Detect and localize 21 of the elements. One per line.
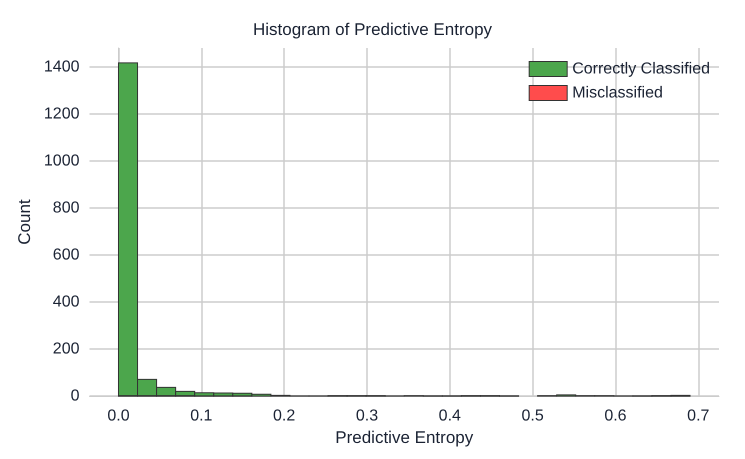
x-tick-label: 0.4 (438, 408, 462, 425)
x-tick-label: 0.3 (356, 408, 378, 425)
legend-label: Misclassified (572, 84, 663, 102)
chart-title: Histogram of Predictive Entropy (252, 20, 493, 39)
x-tick-label: 0.2 (273, 408, 296, 425)
legend-label: Correctly Classified (572, 60, 710, 78)
x-tick-label: 0.5 (522, 408, 544, 425)
x-tick-label: 0.7 (687, 408, 710, 425)
y-tick-label: 1000 (44, 152, 80, 170)
x-tick-label: 0.6 (604, 408, 627, 425)
y-tick-label: 400 (52, 294, 80, 311)
y-tick-label: 600 (52, 246, 80, 264)
y-tick-label: 1200 (44, 105, 80, 122)
y-tick-label: 200 (52, 340, 80, 358)
y-tick-label: 1400 (44, 58, 80, 76)
x-axis-title: Predictive Entropy (335, 428, 474, 447)
x-tick-label: 0.0 (107, 408, 130, 425)
y-tick-label: 0 (70, 388, 80, 405)
y-tick-label: 800 (52, 199, 80, 216)
y-axis-title: Count (15, 199, 34, 245)
x-tick-label: 0.1 (190, 408, 213, 425)
